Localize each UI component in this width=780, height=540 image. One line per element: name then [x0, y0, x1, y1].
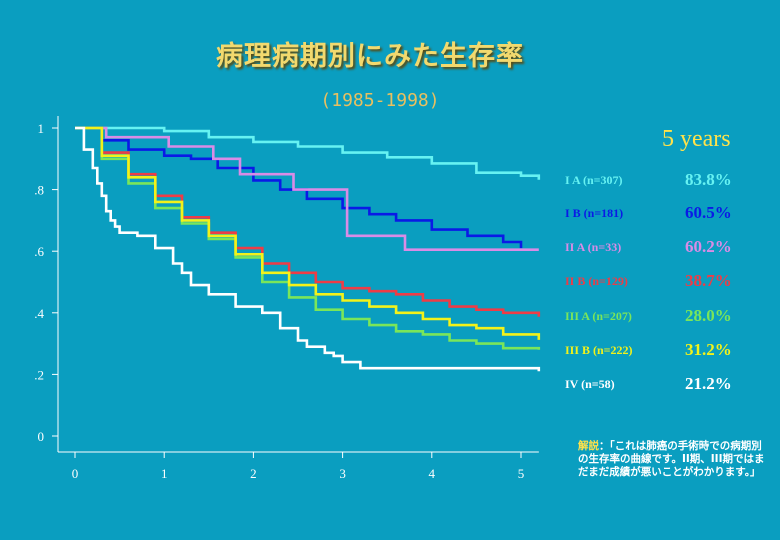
legend-item-label: II A (n=33) [565, 240, 622, 254]
legend-item-label: III A (n=207) [565, 309, 632, 323]
y-tick-label: .2 [34, 367, 44, 382]
x-tick-label: 1 [161, 466, 168, 481]
legend-item: I B (n=181) 60.5% [565, 203, 765, 223]
survival-curve [75, 126, 541, 340]
legend-item: II A (n=33) 60.2% [565, 237, 765, 257]
x-tick-label: 5 [518, 466, 525, 481]
note-text: ：「これは肺癌の手術時での病期別の生存率の曲線です。II期、III期ではまだまだ… [578, 440, 765, 478]
chart-title: 病理病期別にみた生存率 [216, 41, 524, 72]
y-tick-label: 0 [38, 429, 45, 444]
legend-item-percentage: 31.2% [685, 340, 732, 359]
legend-heading: 5 years [662, 126, 731, 152]
legend-item-label: III B (n=222) [565, 343, 633, 357]
y-tick-label: 1 [38, 121, 45, 136]
survival-curve [75, 126, 541, 180]
legend-item-label: II B (n=129) [565, 274, 628, 288]
x-tick-label: 3 [339, 466, 346, 481]
legend-item-percentage: 60.2% [685, 237, 732, 256]
legend-item-percentage: 38.7% [685, 271, 732, 290]
y-tick-label: .4 [34, 306, 44, 321]
legend-item-percentage: 21.2% [685, 374, 732, 393]
x-tick-label: 4 [429, 466, 436, 481]
legend-item-percentage: 28.0% [685, 306, 732, 325]
legend-item: II B (n=129) 38.7% [565, 271, 765, 291]
legend-item-percentage: 83.8% [685, 170, 732, 189]
x-tick-label: 2 [250, 466, 257, 481]
chart-subtitle: (1985-1998) [320, 90, 440, 111]
legend-item-percentage: 60.5% [685, 203, 732, 222]
note-label: 解説 [578, 440, 599, 452]
survival-curve [75, 126, 541, 372]
legend-item: III B (n=222) 31.2% [565, 340, 765, 360]
y-tick-label: .8 [34, 183, 44, 198]
survival-curve [75, 126, 539, 251]
legend-item: III A (n=207) 28.0% [565, 306, 765, 326]
legend-item-label: I B (n=181) [565, 206, 624, 220]
legend-item: I A (n=307) 83.8% [565, 170, 765, 190]
legend-item-label: IV (n=58) [565, 377, 615, 391]
y-tick-label: .6 [34, 244, 44, 259]
x-tick-label: 0 [72, 466, 79, 481]
legend-item: IV (n=58) 21.2% [565, 374, 765, 394]
explanation-note: 解説：「これは肺癌の手術時での病期別の生存率の曲線です。II期、III期ではまだ… [578, 440, 768, 479]
legend-item-label: I A (n=307) [565, 173, 623, 187]
survival-curve [75, 126, 541, 350]
survival-curve [75, 126, 541, 317]
